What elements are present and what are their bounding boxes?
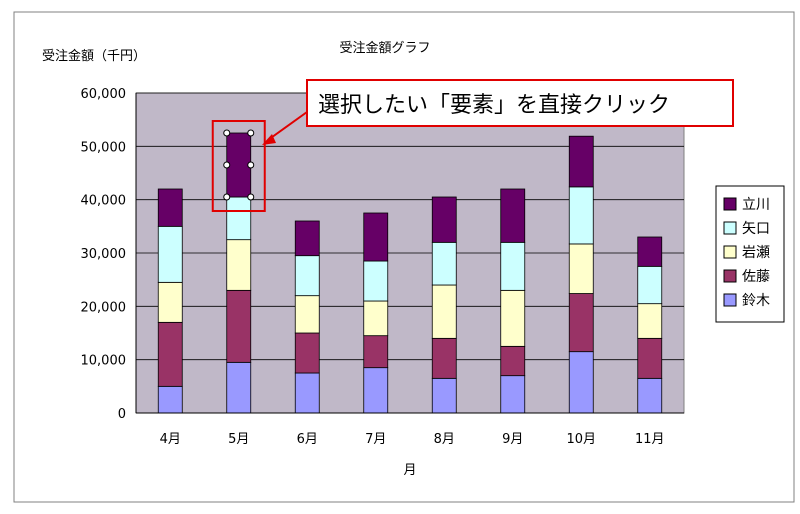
x-tick-label: 4月 xyxy=(160,432,181,447)
legend-label: 佐藤 xyxy=(742,269,770,285)
callout-arrow-head xyxy=(262,134,276,145)
selection-handle[interactable] xyxy=(247,129,255,137)
bar-segment[interactable] xyxy=(568,186,594,245)
selection-frame xyxy=(211,120,266,212)
callout-arrow-line xyxy=(267,111,308,141)
bar-segment[interactable] xyxy=(226,196,252,241)
bar-segment[interactable] xyxy=(637,265,663,305)
legend-swatch xyxy=(723,269,737,283)
x-axis-label: 月 xyxy=(403,463,416,478)
y-tick-label: 30,000 xyxy=(81,247,127,262)
selected-element-highlight xyxy=(211,120,266,212)
x-tick-label: 8月 xyxy=(434,432,455,447)
bar-segment[interactable] xyxy=(568,351,594,414)
bar-segment[interactable] xyxy=(500,188,526,243)
bar-segment[interactable] xyxy=(157,225,183,283)
bar-segment[interactable] xyxy=(431,377,457,414)
bar-segment[interactable] xyxy=(157,385,183,414)
bar-series-group[interactable] xyxy=(157,132,663,414)
bar-segment[interactable] xyxy=(637,377,663,414)
bar-segment[interactable] xyxy=(157,321,183,387)
bar-segment[interactable] xyxy=(294,332,320,374)
bar-segment[interactable] xyxy=(363,260,389,302)
legend-label: 矢口 xyxy=(742,221,770,237)
chart-title: 受注金額グラフ xyxy=(339,40,430,56)
bar-segment[interactable] xyxy=(431,241,457,286)
bar-segment[interactable] xyxy=(294,372,320,414)
bar-segment[interactable] xyxy=(226,289,252,363)
bar-segment[interactable] xyxy=(226,239,252,291)
selection-handle[interactable] xyxy=(247,193,255,201)
legend-label: 立川 xyxy=(742,197,770,213)
bar-segment[interactable] xyxy=(637,303,663,339)
bar-segment[interactable] xyxy=(363,335,389,369)
legend-swatch xyxy=(723,293,737,307)
legend-label: 岩瀬 xyxy=(742,245,770,261)
bar-segment[interactable] xyxy=(363,367,389,414)
bar-segment[interactable] xyxy=(568,135,594,188)
bar-segment[interactable] xyxy=(568,293,594,353)
x-axis-ticks: 4月 5月 6月 7月 8月 9月 10月 11月 xyxy=(160,432,665,447)
selection-handle[interactable] xyxy=(223,161,231,169)
callout-text: 選択したい「要素」を直接クリック xyxy=(318,93,670,118)
legend-swatch xyxy=(723,245,737,259)
bar-segment[interactable] xyxy=(431,337,457,379)
selection-handle[interactable] xyxy=(223,129,231,137)
bar-segment[interactable] xyxy=(431,196,457,243)
x-tick-label: 10月 xyxy=(566,432,596,447)
bar-segment[interactable] xyxy=(637,337,663,379)
bar-segment[interactable] xyxy=(294,255,320,297)
x-tick-label: 6月 xyxy=(297,432,318,447)
bar-segment[interactable] xyxy=(226,361,252,414)
y-axis-ticks: 0 10,000 20,000 30,000 40,000 50,000 60,000 xyxy=(81,87,127,422)
bar-segment[interactable] xyxy=(568,243,594,294)
legend-swatch xyxy=(723,197,737,211)
bar-segment[interactable] xyxy=(363,212,389,262)
bar-segment[interactable] xyxy=(294,295,320,334)
bar-segment[interactable] xyxy=(226,132,252,198)
x-tick-label: 5月 xyxy=(228,432,249,447)
bar-segment[interactable] xyxy=(637,236,663,267)
bar-segment[interactable] xyxy=(500,345,526,377)
bar-segment[interactable] xyxy=(157,281,183,323)
legend-swatch xyxy=(723,221,737,235)
y-axis-label: 受注金額（千円） xyxy=(42,48,146,64)
y-tick-label: 20,000 xyxy=(81,300,127,315)
bar-segment[interactable] xyxy=(500,289,526,347)
y-tick-label: 60,000 xyxy=(81,87,127,102)
bar-segment[interactable] xyxy=(157,188,183,227)
bar-segment[interactable] xyxy=(363,300,389,337)
selection-handle[interactable] xyxy=(247,161,255,169)
x-tick-label: 11月 xyxy=(635,432,665,447)
bar-segment[interactable] xyxy=(431,284,457,339)
selection-handle[interactable] xyxy=(223,193,231,201)
callout-box xyxy=(306,79,734,127)
y-tick-label: 0 xyxy=(118,407,126,422)
x-tick-label: 9月 xyxy=(502,432,523,447)
bar-segment[interactable] xyxy=(500,241,526,291)
y-tick-label: 50,000 xyxy=(81,140,127,155)
legend-label: 鈴木 xyxy=(742,293,770,309)
y-tick-label: 40,000 xyxy=(81,194,127,209)
y-tick-label: 10,000 xyxy=(81,354,127,369)
x-tick-label: 7月 xyxy=(365,432,386,447)
bar-segment[interactable] xyxy=(500,375,526,414)
bar-segment[interactable] xyxy=(294,220,320,257)
